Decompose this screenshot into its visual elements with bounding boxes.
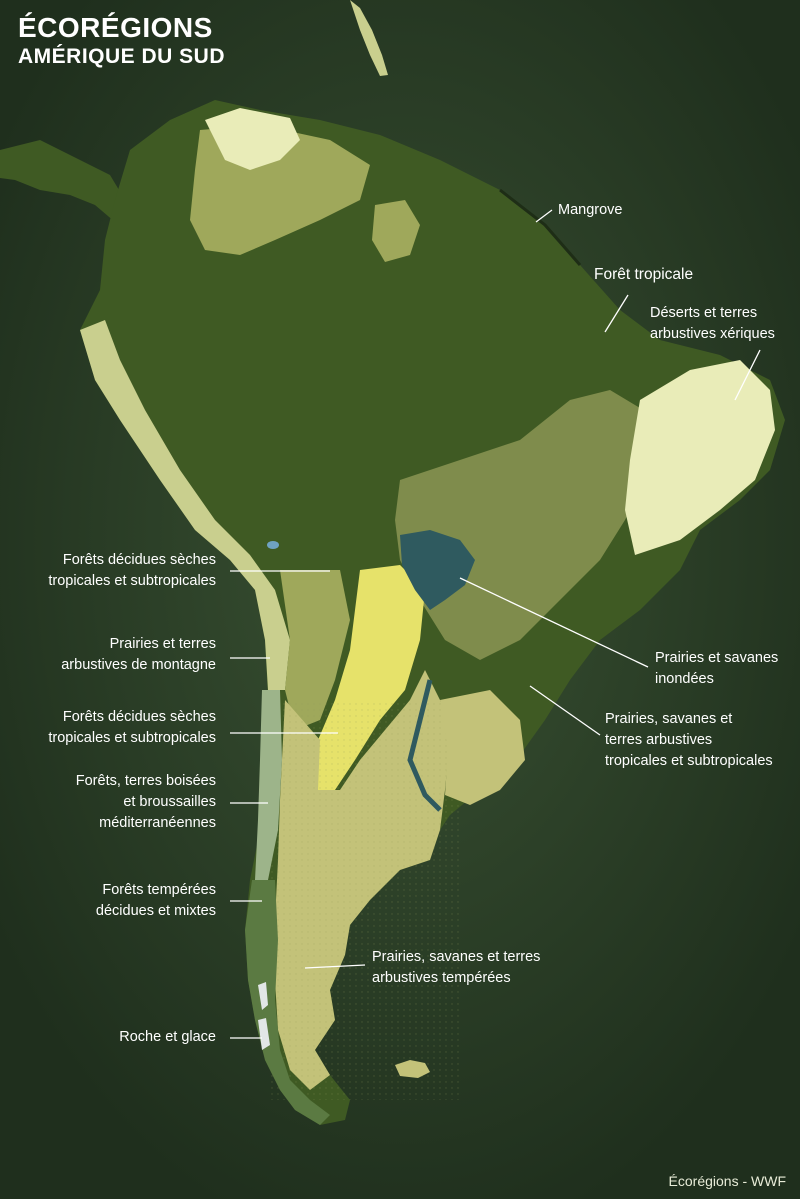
caribbean-islands bbox=[350, 0, 388, 76]
label-temperees-line2: décidues et mixtes bbox=[95, 903, 216, 919]
label-prairies-montagne-line2: arbustives de montagne bbox=[61, 657, 216, 673]
central-america bbox=[0, 140, 128, 225]
dry-forest-central bbox=[280, 570, 350, 730]
label-prairies-inondees-line2: inondées bbox=[655, 671, 714, 687]
andean-montane bbox=[80, 320, 290, 690]
rio-parana bbox=[407, 679, 442, 812]
label-prairies-tropicales-line2: terres arbustives bbox=[605, 732, 713, 748]
label-roche-glace: Roche et glace bbox=[119, 1029, 216, 1045]
leader-mangrove bbox=[535, 209, 553, 223]
label-forets-decidues-2-line2: tropicales et subtropicales bbox=[48, 730, 216, 746]
falkland-islands bbox=[395, 1060, 430, 1078]
label-mediterraneennes-line2: et broussailles bbox=[123, 794, 216, 810]
label-mediterraneennes-line1: Forêts, terres boisées bbox=[75, 773, 216, 789]
lake-titicaca bbox=[267, 541, 279, 549]
label-temperees-line1: Forêts tempérées bbox=[102, 882, 216, 898]
label-prairies-montagne-line1: Prairies et terres bbox=[109, 636, 216, 652]
label-forets-decidues-1-line2: tropicales et subtropicales bbox=[48, 573, 216, 589]
label-mediterraneennes-line3: méditerranéennes bbox=[99, 815, 216, 831]
leader-prairies-temperees bbox=[304, 964, 366, 969]
label-temperees: Forêts tempérées décidues et mixtes bbox=[96, 880, 216, 922]
mediterranean-chile bbox=[255, 690, 282, 880]
label-prairies-inondees: Prairies et savanes inondées bbox=[655, 648, 778, 690]
map-title: ÉCORÉGIONS AMÉRIQUE DU SUD bbox=[18, 12, 225, 70]
label-deserts-line1: Déserts et terres bbox=[650, 305, 758, 321]
label-prairies-inondees-line1: Prairies et savanes bbox=[655, 650, 779, 666]
leader-lines bbox=[230, 209, 761, 1039]
temperate-forest-chile bbox=[245, 880, 330, 1125]
label-prairies-tropicales-line1: Prairies, savanes et bbox=[605, 711, 733, 727]
uruguay-grassland bbox=[440, 690, 525, 805]
cerrado bbox=[395, 390, 660, 660]
label-prairies-temperees: Prairies, savanes et terres arbustives t… bbox=[372, 947, 540, 989]
label-forets-decidues-2: Forêts décidues sèches tropicales et sub… bbox=[48, 707, 216, 749]
llanos-xeric-north bbox=[205, 108, 300, 170]
label-forets-decidues-1-line1: Forêts décidues sèches bbox=[62, 552, 216, 568]
pampas-texture bbox=[270, 700, 460, 1100]
leader-prairies-inondees bbox=[459, 577, 649, 668]
label-deserts: Déserts et terres arbustives xériques bbox=[650, 303, 775, 345]
label-prairies-tropicales: Prairies, savanes et terres arbustives t… bbox=[605, 709, 773, 772]
label-forets-decidues-2-line1: Forêts décidues sèches bbox=[62, 709, 216, 725]
pantanal-flooded bbox=[400, 530, 475, 610]
patagonian-ice bbox=[258, 982, 270, 1050]
label-prairies-montagne: Prairies et terres arbustives de montagn… bbox=[61, 634, 216, 676]
caatinga-xeric bbox=[625, 360, 775, 555]
title-line1: ÉCORÉGIONS bbox=[18, 12, 213, 43]
label-prairies-temperees-line2: arbustives tempérées bbox=[372, 970, 511, 986]
label-mediterraneennes: Forêts, terres boisées et broussailles m… bbox=[76, 771, 216, 834]
leader-deserts bbox=[734, 349, 761, 401]
mangrove-coast bbox=[499, 188, 582, 266]
label-prairies-tropicales-line3: tropicales et subtropicales bbox=[605, 753, 773, 769]
label-foret-tropicale: Forêt tropicale bbox=[594, 266, 694, 283]
title-line2: AMÉRIQUE DU SUD bbox=[18, 45, 226, 68]
label-deserts-line2: arbustives xériques bbox=[650, 326, 775, 342]
source-credit: Écorégions - WWF bbox=[668, 1173, 786, 1189]
label-prairies-temperees-line1: Prairies, savanes et terres bbox=[372, 949, 541, 965]
label-mangrove: Mangrove bbox=[558, 202, 623, 218]
label-forets-decidues-1: Forêts décidues sèches tropicales et sub… bbox=[48, 550, 216, 592]
leader-prairies-tropicales bbox=[529, 685, 601, 736]
leader-foret-tropicale bbox=[604, 294, 629, 333]
guiana-savanna bbox=[372, 200, 420, 262]
